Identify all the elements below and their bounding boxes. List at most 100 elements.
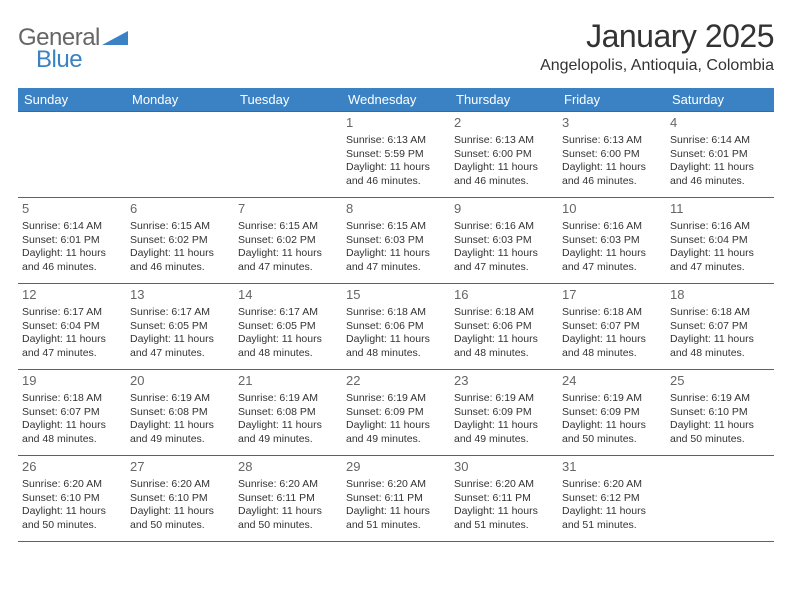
day-number: 12 [22,287,122,304]
day-number: 16 [454,287,554,304]
day-number: . [670,459,770,476]
day-number: 19 [22,373,122,390]
calendar-day-cell: 1Sunrise: 6:13 AMSunset: 5:59 PMDaylight… [342,112,450,198]
brand-logo: General Blue [18,24,128,80]
day-info-line: Daylight: 11 hours and 47 minutes. [22,333,122,360]
calendar-day-cell: 18Sunrise: 6:18 AMSunset: 6:07 PMDayligh… [666,284,774,370]
day-info-line: Daylight: 11 hours and 49 minutes. [130,419,230,446]
location-subtitle: Angelopolis, Antioquia, Colombia [540,57,774,75]
weekday-header: Thursday [450,88,558,112]
day-info-line: Daylight: 11 hours and 46 minutes. [22,247,122,274]
calendar-day-cell: 22Sunrise: 6:19 AMSunset: 6:09 PMDayligh… [342,370,450,456]
day-number: 20 [130,373,230,390]
day-info-line: Daylight: 11 hours and 48 minutes. [22,419,122,446]
day-number: 3 [562,115,662,132]
day-info-line: Daylight: 11 hours and 50 minutes. [130,505,230,532]
day-info-line: Sunrise: 6:19 AM [670,392,770,406]
day-info-line: Sunrise: 6:17 AM [22,306,122,320]
day-info-line: Sunset: 6:11 PM [346,492,446,506]
day-info-line: Sunrise: 6:20 AM [22,478,122,492]
day-info-line: Sunrise: 6:15 AM [346,220,446,234]
day-info-line: Sunrise: 6:19 AM [238,392,338,406]
calendar-day-cell: 13Sunrise: 6:17 AMSunset: 6:05 PMDayligh… [126,284,234,370]
day-info-line: Daylight: 11 hours and 48 minutes. [562,333,662,360]
calendar-day-cell: 25Sunrise: 6:19 AMSunset: 6:10 PMDayligh… [666,370,774,456]
day-info-line: Sunset: 6:11 PM [238,492,338,506]
day-info-line: Daylight: 11 hours and 47 minutes. [670,247,770,274]
day-info-line: Sunrise: 6:15 AM [130,220,230,234]
day-info-line: Sunrise: 6:14 AM [22,220,122,234]
day-info-line: Sunrise: 6:20 AM [454,478,554,492]
calendar-day-cell: 26 Sunrise: 6:20 AMSunset: 6:10 PMDayligh… [18,456,126,542]
day-number: 26 [22,459,122,476]
day-info-line: Sunrise: 6:15 AM [238,220,338,234]
day-info-line: Sunrise: 6:13 AM [454,134,554,148]
page-header: General Blue January 2025 Angelopolis, A… [18,18,774,80]
day-info-line: Daylight: 11 hours and 51 minutes. [454,505,554,532]
calendar-day-cell: 19Sunrise: 6:18 AMSunset: 6:07 PMDayligh… [18,370,126,456]
day-info-line: Daylight: 11 hours and 46 minutes. [346,161,446,188]
calendar-day-cell: 7Sunrise: 6:15 AMSunset: 6:02 PMDaylight… [234,198,342,284]
day-info-line: Daylight: 11 hours and 46 minutes. [670,161,770,188]
day-info-line: Daylight: 11 hours and 50 minutes. [22,505,122,532]
day-info-line: Sunset: 6:10 PM [22,492,122,506]
day-info-line: Daylight: 11 hours and 47 minutes. [562,247,662,274]
day-info-line: Sunset: 6:12 PM [562,492,662,506]
day-info-line: Sunrise: 6:20 AM [562,478,662,492]
day-info-line: Daylight: 11 hours and 46 minutes. [562,161,662,188]
day-number: 24 [562,373,662,390]
day-number: 11 [670,201,770,218]
day-info-line: Daylight: 11 hours and 50 minutes. [238,505,338,532]
day-info-line: Sunset: 6:09 PM [454,406,554,420]
day-info-line: Daylight: 11 hours and 49 minutes. [454,419,554,446]
calendar-day-cell: 3Sunrise: 6:13 AMSunset: 6:00 PMDaylight… [558,112,666,198]
day-info-line: Sunset: 6:08 PM [238,406,338,420]
calendar-day-cell: 10Sunrise: 6:16 AMSunset: 6:03 PMDayligh… [558,198,666,284]
day-number: 2 [454,115,554,132]
calendar-body: ...1Sunrise: 6:13 AMSunset: 5:59 PMDayli… [18,112,774,542]
day-number: 5 [22,201,122,218]
calendar-day-cell: . [234,112,342,198]
day-number: 22 [346,373,446,390]
day-number: 29 [346,459,446,476]
day-info-line: Sunrise: 6:18 AM [22,392,122,406]
day-info-line: Daylight: 11 hours and 47 minutes. [454,247,554,274]
day-info-line: Sunset: 6:11 PM [454,492,554,506]
day-info-line: Daylight: 11 hours and 48 minutes. [670,333,770,360]
calendar-day-cell: 12 Sunrise: 6:17 AMSunset: 6:04 PMDayligh… [18,284,126,370]
day-info-line: Sunrise: 6:19 AM [454,392,554,406]
day-info-line: Sunrise: 6:17 AM [238,306,338,320]
calendar-day-cell: 6Sunrise: 6:15 AMSunset: 6:02 PMDaylight… [126,198,234,284]
day-info-line: Sunset: 6:02 PM [238,234,338,248]
logo-triangle-icon [102,27,128,50]
calendar-table: SundayMondayTuesdayWednesdayThursdayFrid… [18,88,774,542]
day-info-line: Sunset: 6:07 PM [562,320,662,334]
day-info-line: Sunrise: 6:13 AM [562,134,662,148]
calendar-day-cell: 15Sunrise: 6:18 AMSunset: 6:06 PMDayligh… [342,284,450,370]
day-info-line: Sunset: 6:07 PM [670,320,770,334]
day-info-line: Sunset: 6:05 PM [130,320,230,334]
day-info-line: Daylight: 11 hours and 47 minutes. [346,247,446,274]
day-info-line: Sunrise: 6:14 AM [670,134,770,148]
day-info-line: Sunset: 6:10 PM [130,492,230,506]
day-info-line: Sunrise: 6:13 AM [346,134,446,148]
day-info-line: Sunset: 6:03 PM [562,234,662,248]
day-info-line: Sunset: 6:04 PM [670,234,770,248]
day-number: 15 [346,287,446,304]
day-number: 28 [238,459,338,476]
calendar-day-cell: 29Sunrise: 6:20 AMSunset: 6:11 PMDayligh… [342,456,450,542]
day-info-line: Daylight: 11 hours and 50 minutes. [562,419,662,446]
month-title: January 2025 [540,18,774,55]
day-number: 9 [454,201,554,218]
calendar-day-cell: 27Sunrise: 6:20 AMSunset: 6:10 PMDayligh… [126,456,234,542]
day-info-line: Sunset: 6:00 PM [454,148,554,162]
weekday-header: Tuesday [234,88,342,112]
day-number: 25 [670,373,770,390]
title-block: January 2025 Angelopolis, Antioquia, Col… [540,18,774,75]
day-number: 8 [346,201,446,218]
calendar-day-cell: 11Sunrise: 6:16 AMSunset: 6:04 PMDayligh… [666,198,774,284]
day-info-line: Sunset: 6:04 PM [22,320,122,334]
day-number: . [130,115,230,132]
day-number: 30 [454,459,554,476]
day-number: 27 [130,459,230,476]
